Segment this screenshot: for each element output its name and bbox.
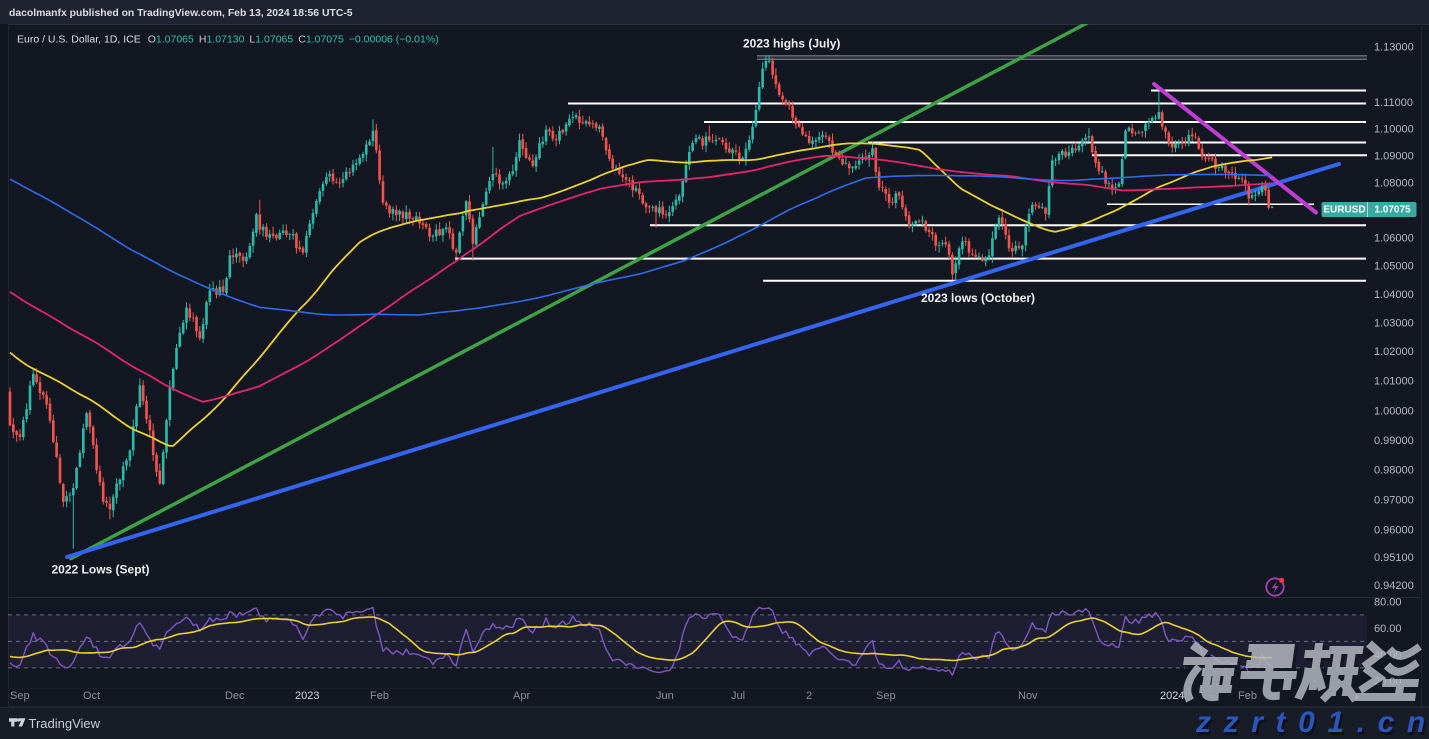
svg-text:2024: 2024 (1160, 690, 1184, 702)
svg-text:2: 2 (806, 690, 812, 702)
svg-text:2023 highs (July): 2023 highs (July) (743, 37, 840, 51)
svg-text:Sep: Sep (10, 690, 30, 702)
svg-text:Feb: Feb (1238, 690, 1257, 702)
svg-text:2022 Lows (Sept): 2022 Lows (Sept) (52, 563, 150, 577)
svg-text:0.97000: 0.97000 (1374, 494, 1414, 506)
svg-text:1.09000: 1.09000 (1374, 150, 1414, 162)
svg-text:0.95100: 0.95100 (1374, 552, 1414, 564)
svg-text:1.13000: 1.13000 (1374, 41, 1414, 53)
svg-text:1.04000: 1.04000 (1374, 289, 1414, 301)
svg-text:Dec: Dec (225, 690, 245, 702)
svg-text:Sep: Sep (876, 690, 896, 702)
svg-text:1.08000: 1.08000 (1374, 177, 1414, 189)
svg-text:zzrt01.cn: zzrt01.cn (1195, 706, 1429, 739)
svg-text:1.11000: 1.11000 (1374, 97, 1413, 109)
svg-text:1.03000: 1.03000 (1374, 317, 1414, 329)
svg-text:dacolmanfx published on Tradin: dacolmanfx published on TradingView.com,… (9, 8, 353, 19)
svg-text:zzrt01.cn: zzrt01.cn (1197, 709, 1429, 739)
svg-text:2023 lows (October): 2023 lows (October) (921, 291, 1035, 305)
svg-text:Feb: Feb (370, 690, 389, 702)
svg-text:2023: 2023 (295, 690, 319, 702)
svg-text:60.00: 60.00 (1374, 623, 1402, 635)
svg-text:1.02000: 1.02000 (1374, 346, 1414, 358)
svg-text:1.10000: 1.10000 (1374, 123, 1414, 135)
svg-text:1.01000: 1.01000 (1374, 376, 1414, 388)
svg-text:80.00: 80.00 (1374, 597, 1402, 609)
svg-text:Apr: Apr (513, 690, 530, 702)
svg-text:Jul: Jul (731, 690, 745, 702)
svg-text:Nov: Nov (1018, 690, 1038, 702)
svg-text:1.06000: 1.06000 (1374, 233, 1414, 245)
svg-text:0.99000: 0.99000 (1374, 435, 1414, 447)
svg-text:EURUSD: EURUSD (1323, 205, 1365, 216)
svg-text:Oct: Oct (83, 690, 100, 702)
svg-text:Jun: Jun (656, 690, 674, 702)
svg-text:TradingView: TradingView (29, 716, 101, 731)
svg-text:1.05000: 1.05000 (1374, 260, 1414, 272)
svg-text:0.96000: 0.96000 (1374, 525, 1414, 537)
svg-text:0.98000: 0.98000 (1374, 464, 1414, 476)
svg-text:1.00000: 1.00000 (1374, 405, 1414, 417)
svg-text:0.94200: 0.94200 (1374, 580, 1414, 592)
svg-text:1.07075: 1.07075 (1374, 205, 1411, 216)
